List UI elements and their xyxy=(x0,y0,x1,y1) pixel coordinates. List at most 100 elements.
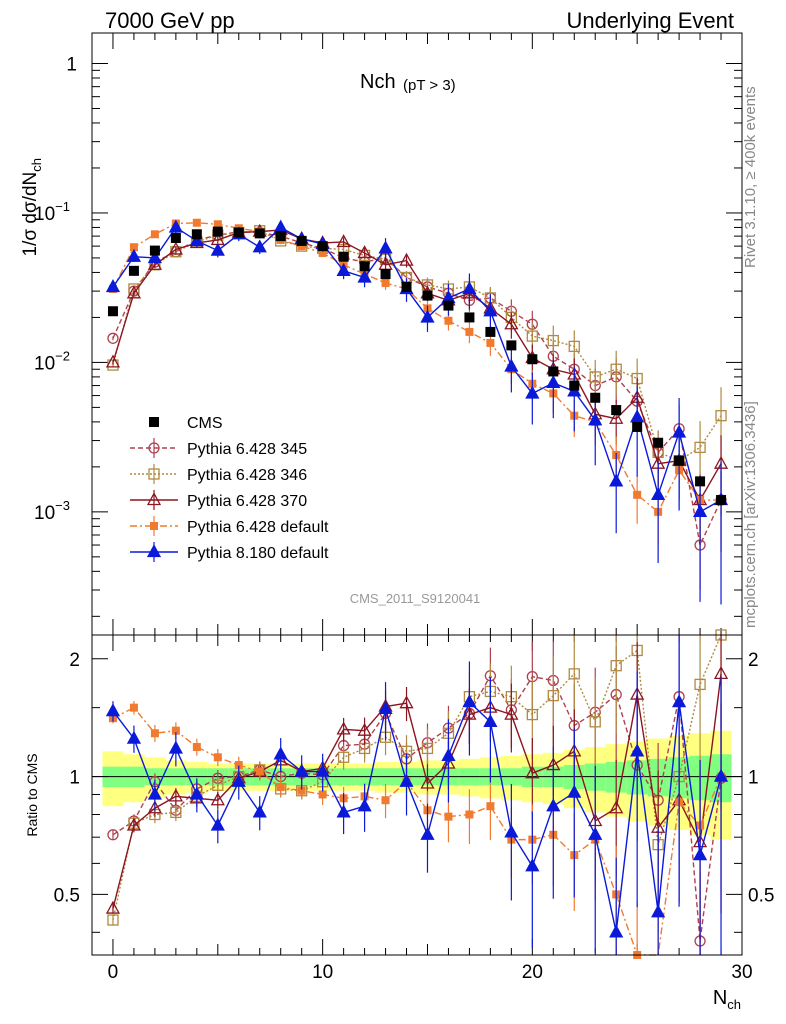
data-point-marker xyxy=(525,385,540,399)
data-point-marker xyxy=(630,409,645,423)
data-point-marker xyxy=(444,316,453,325)
top-y-tick-base: 10 xyxy=(34,204,55,225)
data-point-marker xyxy=(378,240,393,254)
data-point-marker xyxy=(526,708,538,721)
data-point-marker xyxy=(381,278,390,287)
ratio-y-tick-label-right: 1 xyxy=(748,768,759,789)
top-y-tick-label: 10−1 xyxy=(34,199,70,225)
series-line-p8 xyxy=(112,226,722,513)
data-point-marker xyxy=(105,703,121,717)
data-point-marker xyxy=(150,522,158,530)
data-point-marker xyxy=(318,248,327,257)
top-y-tick-base: 1 xyxy=(66,55,77,76)
data-point-marker xyxy=(567,784,582,798)
ratio-panel-frame xyxy=(91,634,743,956)
top-y-tick-exp: −3 xyxy=(55,498,70,513)
data-point-marker xyxy=(189,233,204,247)
data-point-marker xyxy=(506,340,517,351)
data-point-marker xyxy=(296,235,307,246)
data-point-marker xyxy=(213,220,222,229)
data-point-marker xyxy=(337,751,350,763)
data-point-marker xyxy=(231,773,246,787)
data-point-marker xyxy=(168,241,183,255)
data-point-marker xyxy=(569,380,580,391)
data-point-marker xyxy=(128,265,139,276)
data-point-marker xyxy=(444,812,453,821)
data-point-marker xyxy=(126,285,142,299)
data-point-marker xyxy=(486,802,495,811)
legend-label: Pythia 6.428 default xyxy=(187,519,329,536)
data-point-marker xyxy=(192,743,201,751)
data-point-marker xyxy=(147,250,162,264)
ratio-y-tick-label-left: 0.5 xyxy=(54,885,80,906)
top-y-axis-label-text: 1/σ dσ/dN xyxy=(20,172,41,257)
data-point-marker xyxy=(273,746,288,760)
ratio-y-tick-label-left: 2 xyxy=(69,650,80,671)
data-point-marker xyxy=(210,817,225,831)
data-point-marker xyxy=(633,490,642,499)
ratio-line-p346 xyxy=(112,634,722,921)
data-point-marker xyxy=(610,660,622,672)
data-point-marker xyxy=(399,252,414,266)
data-point-marker xyxy=(465,327,474,336)
x-tick-label: 20 xyxy=(522,962,543,983)
data-point-marker xyxy=(716,495,727,506)
plot-title-main: Nch xyxy=(360,71,396,93)
data-point-marker xyxy=(609,410,624,424)
data-point-marker xyxy=(504,316,519,330)
legend-label: Pythia 6.428 370 xyxy=(187,493,307,510)
legend: CMS Pythia 6.428 345 Pythia 6.428 346 Pythi… xyxy=(130,415,329,562)
data-point-marker xyxy=(609,473,624,487)
data-point-marker xyxy=(234,761,243,770)
data-point-marker xyxy=(504,706,519,720)
data-point-marker xyxy=(483,713,498,727)
data-point-marker xyxy=(715,410,727,422)
data-point-marker xyxy=(126,817,142,831)
data-point-marker xyxy=(213,753,222,762)
data-point-marker xyxy=(252,239,267,253)
data-point-marker xyxy=(129,703,138,712)
data-point-marker xyxy=(651,904,666,918)
data-point-marker xyxy=(336,234,351,248)
data-point-marker xyxy=(420,309,435,323)
data-point-marker xyxy=(147,256,162,270)
data-point-marker xyxy=(399,773,414,787)
x-axis-label-text: N xyxy=(713,987,727,1009)
legend-label: Pythia 6.428 346 xyxy=(187,467,307,484)
ratio-uncertainty-band xyxy=(92,730,742,840)
legend-label: Pythia 6.428 345 xyxy=(187,441,307,458)
data-point-marker xyxy=(318,790,327,799)
data-point-marker xyxy=(107,829,119,841)
x-tick-label: 10 xyxy=(312,962,333,983)
top-y-tick-label: 1 xyxy=(66,55,77,76)
data-point-marker xyxy=(357,798,372,812)
data-point-marker xyxy=(486,338,495,347)
top-y-axis-label: 1/σ dσ/dNch xyxy=(20,158,44,256)
series-line-pdef xyxy=(112,222,722,513)
top-y-tick-label: 10−3 xyxy=(34,498,70,524)
data-point-marker xyxy=(336,262,351,276)
data-point-marker xyxy=(674,455,685,466)
data-point-marker xyxy=(547,689,559,702)
ratio-panel-series xyxy=(105,629,729,959)
data-point-marker xyxy=(651,486,666,500)
data-point-marker xyxy=(525,765,540,779)
data-point-marker xyxy=(589,716,601,728)
data-point-marker xyxy=(609,800,624,814)
data-point-marker xyxy=(421,742,434,755)
data-point-marker xyxy=(401,281,412,292)
data-point-marker xyxy=(357,245,372,259)
data-point-marker xyxy=(297,242,306,251)
data-point-marker xyxy=(609,924,624,938)
data-point-marker xyxy=(441,747,456,761)
data-point-marker xyxy=(212,779,224,791)
ratio-y-tick-label-left: 1 xyxy=(69,768,80,789)
data-point-marker xyxy=(107,306,118,317)
data-point-marker xyxy=(150,230,159,239)
data-point-marker xyxy=(147,786,162,800)
top-y-axis-label-sub: ch xyxy=(29,158,44,172)
data-point-marker xyxy=(381,796,390,805)
data-point-marker xyxy=(170,232,181,243)
header-process-label: 7000 GeV pp xyxy=(105,8,235,33)
data-point-marker xyxy=(590,392,601,403)
